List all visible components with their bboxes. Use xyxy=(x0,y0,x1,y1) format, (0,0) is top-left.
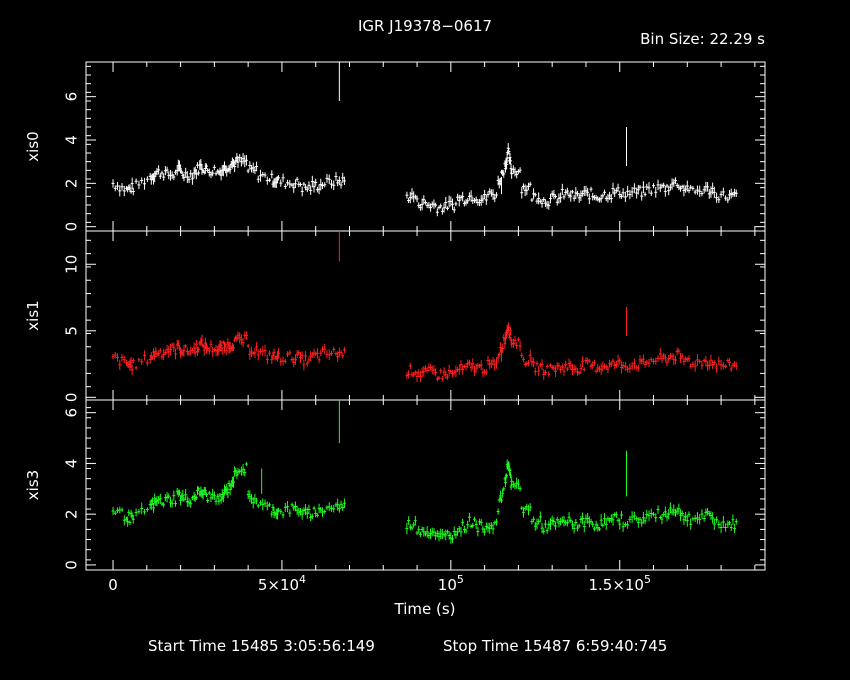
x-tick-label-exponent: 5 xyxy=(457,573,464,586)
start-time-label: Start Time 15485 3:05:56:149 xyxy=(148,637,375,655)
x-tick-labels: 0 5×104 105 1.5×105 xyxy=(108,573,651,594)
panel-frame xyxy=(85,61,766,232)
panel-xis3: 0 2 4 6 xis3 xyxy=(24,399,766,571)
y-tick-label: 0 xyxy=(63,560,81,570)
y-axis-label-xis3: xis3 xyxy=(24,470,42,500)
stop-time-label: Stop Time 15487 6:59:40:745 xyxy=(443,637,667,655)
y-tick-label: 4 xyxy=(63,135,81,145)
x-tick-label-exponent: 4 xyxy=(299,573,306,586)
panel-xis1: 0 5 10 xis1 xyxy=(24,230,766,403)
y-tick-label: 10 xyxy=(63,255,81,274)
x-axis-label: Time (s) xyxy=(394,600,456,618)
y-tick-label: 0 xyxy=(63,393,81,403)
y-tick-label: 6 xyxy=(63,408,81,418)
x-tick-label: 105 xyxy=(438,573,464,594)
panels-group: 0 2 4 6 xis0 0 5 10 xis1 0 2 4 6 xis3 xyxy=(24,61,766,571)
data-points-xis3 xyxy=(111,400,738,544)
x-tick-label-exponent: 5 xyxy=(644,573,651,586)
y-tick-label: 5 xyxy=(63,326,81,336)
bin-size-label: Bin Size: 22.29 s xyxy=(640,30,765,48)
y-tick-label: 4 xyxy=(63,459,81,469)
y-tick-label: 0 xyxy=(63,222,81,232)
x-tick-label: 0 xyxy=(108,576,118,594)
y-axis-label-xis0: xis0 xyxy=(24,131,42,161)
data-points-xis1 xyxy=(111,231,738,383)
x-tick-label: 1.5×105 xyxy=(588,573,651,594)
panel-frame xyxy=(85,230,766,401)
panel-frame xyxy=(85,399,766,571)
y-tick-label: 6 xyxy=(63,92,81,102)
y-axis-label-xis1: xis1 xyxy=(24,300,42,330)
data-points-xis0 xyxy=(111,62,738,217)
panel-xis0: 0 2 4 6 xis0 xyxy=(24,61,766,232)
chart-title: IGR J19378−0617 xyxy=(358,17,492,35)
x-tick-label: 5×104 xyxy=(258,573,306,594)
y-tick-label: 2 xyxy=(63,179,81,189)
y-tick-label: 2 xyxy=(63,509,81,519)
